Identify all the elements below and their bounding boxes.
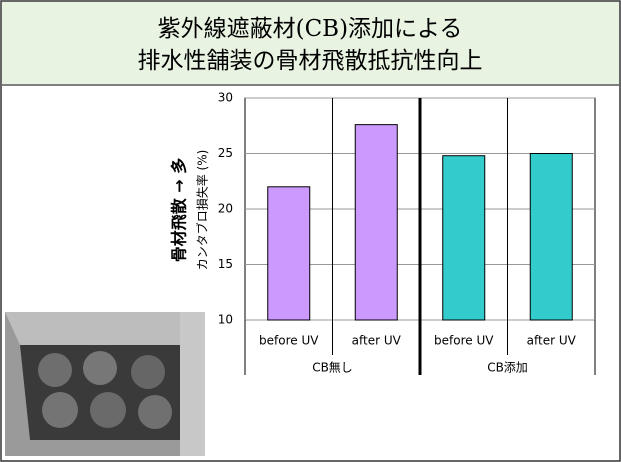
x-tick-label: before UV	[259, 334, 319, 348]
x-tick-label: after UV	[352, 334, 402, 348]
group-label: CB添加	[487, 361, 528, 375]
y-tick-label: 25	[218, 146, 233, 160]
bar	[354, 124, 398, 321]
title-line: 紫外線遮蔽材(CB)添加による	[158, 16, 463, 42]
bar	[529, 153, 573, 321]
bar	[442, 155, 486, 321]
x-tick-label: after UV	[527, 334, 577, 348]
group-label: CB無し	[312, 360, 353, 375]
y-tick-label: 30	[218, 91, 233, 105]
y-axis-label: カンタブロ損失率 (%)	[195, 150, 210, 271]
bar	[267, 186, 311, 321]
y-tick-label: 20	[218, 202, 233, 216]
y-tick-label: 10	[218, 313, 233, 327]
photo	[5, 312, 205, 456]
title-line: 排水性舗装の骨材飛散抵抗性向上	[138, 48, 483, 74]
y-tick-label: 15	[218, 257, 233, 271]
title-band	[2, 2, 619, 84]
x-tick-label: before UV	[434, 334, 494, 348]
y-annotation: 骨材飛散 → 多	[170, 158, 189, 263]
